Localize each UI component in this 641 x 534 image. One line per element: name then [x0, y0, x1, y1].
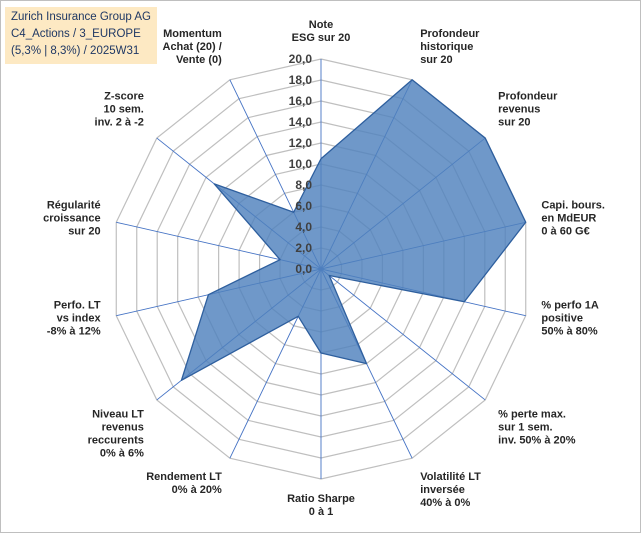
axis-label-line: Régularité — [47, 200, 101, 212]
axis-label-line: croissance — [43, 213, 100, 225]
axis-label-line: revenus — [102, 422, 144, 434]
tick-layer: 0,0 2,0 4,0 6,0 8,0 10,0 12,0 14,0 16,0 18,0 20,0 — [289, 52, 313, 276]
chart-title-box: Zurich Insurance Group AG C4_Actions / 3… — [5, 7, 157, 64]
chart-title-line-2: C4_Actions / 3_EUROPE — [11, 28, 141, 40]
axis-label-line: vs index — [57, 312, 102, 324]
axis-label: Rendement LT 0% à 20% — [146, 471, 222, 496]
axis-label: % perfo 1A positive 50% à 80% — [541, 299, 599, 337]
axis-label: Niveau LT revenus reccurents 0% à 6% — [88, 409, 145, 460]
series-layer — [180, 79, 527, 381]
axis-label-line: Niveau LT — [92, 409, 144, 421]
tick-label: 18,0 — [289, 73, 313, 87]
axis-label-line: Perfo. LT — [54, 299, 101, 311]
axis-label: Capi. bours. en MdEUR 0 à 60 G€ — [541, 200, 605, 238]
axis-label-line: Rendement LT — [146, 471, 222, 483]
axis-label-line: Capi. bours. — [541, 200, 605, 212]
axis-label: % perte max. sur 1 sem. inv. 50% à 20% — [498, 409, 576, 447]
axis-label: Ratio Sharpe 0 à 1 — [287, 493, 355, 518]
axis-label: Momentum Achat (20) / Vente (0) — [163, 28, 223, 66]
axis-label-line: sur 20 — [420, 54, 452, 66]
axis-label-line: inv. 2 à -2 — [95, 116, 144, 128]
axis-label-line: Vente (0) — [176, 54, 222, 66]
tick-label: 10,0 — [289, 157, 313, 171]
axis-label-line: Momentum — [163, 28, 222, 40]
axis-label-line: Ratio Sharpe — [287, 493, 355, 505]
axis-label-line: % perfo 1A — [541, 299, 599, 311]
axis-label: Perfo. LT vs index -8% à 12% — [47, 299, 102, 337]
axis-label: Régularité croissance sur 20 — [43, 200, 100, 238]
axis-label-line: en MdEUR — [541, 213, 596, 225]
axis-label-line: inversée — [420, 484, 465, 496]
axis-label-line: % perte max. — [498, 409, 566, 421]
tick-label: 4,0 — [295, 220, 312, 234]
series-area — [180, 79, 527, 381]
axis-label-line: inv. 50% à 20% — [498, 435, 576, 447]
axis-label-line: 0 à 60 G€ — [541, 226, 589, 238]
axis-label-line: 50% à 80% — [541, 325, 597, 337]
axis-label-line: 40% à 0% — [420, 497, 470, 509]
axis-label-line: 0% à 20% — [172, 484, 222, 496]
tick-label: 2,0 — [295, 241, 312, 255]
axis-label-line: Note — [309, 19, 333, 31]
axis-label-line: Z-score — [104, 90, 144, 102]
tick-label: 20,0 — [289, 52, 313, 66]
axis-label-line: Volatilité LT — [420, 471, 481, 483]
tick-label: 14,0 — [289, 115, 313, 129]
axis-label-line: sur 1 sem. — [498, 422, 552, 434]
axis-label-line: reccurents — [88, 435, 144, 447]
axis-label-line: sur 20 — [498, 116, 530, 128]
axis-label-line: ESG sur 20 — [292, 32, 351, 44]
axis-label-line: revenus — [498, 103, 540, 115]
tick-label: 16,0 — [289, 94, 313, 108]
axis-label: Note ESG sur 20 — [292, 19, 351, 44]
axis-spoke — [320, 268, 486, 401]
axis-label-line: Profondeur — [498, 90, 558, 102]
tick-label: 8,0 — [295, 178, 312, 192]
axis-label: Z-score 10 sem. inv. 2 à -2 — [95, 90, 144, 128]
axis-label-line: 0 à 1 — [309, 506, 333, 518]
axis-label-line: sur 20 — [68, 226, 100, 238]
chart-title-line-1: Zurich Insurance Group AG — [11, 11, 151, 23]
tick-label: 0,0 — [295, 262, 312, 276]
axis-label-line: Achat (20) / — [163, 41, 222, 53]
axis-label-line: 10 sem. — [103, 103, 143, 115]
axis-label-line: historique — [420, 41, 473, 53]
axis-label: Volatilité LT inversée 40% à 0% — [420, 471, 481, 509]
tick-label: 6,0 — [295, 199, 312, 213]
axis-label: Profondeur historique sur 20 — [420, 28, 480, 66]
axis-label-line: positive — [541, 312, 583, 324]
axis-label-layer: Note ESG sur 20 Profondeur historique sur 20… — [43, 19, 605, 518]
axis-label-line: -8% à 12% — [47, 325, 101, 337]
axis-label: Profondeur revenus sur 20 — [498, 90, 558, 128]
axis-label-line: Profondeur — [420, 28, 480, 40]
chart-title-line-3: (5,3% | 8,3%) / 2025W31 — [11, 45, 140, 57]
axis-label-line: 0% à 6% — [100, 448, 144, 460]
tick-label: 12,0 — [289, 136, 313, 150]
